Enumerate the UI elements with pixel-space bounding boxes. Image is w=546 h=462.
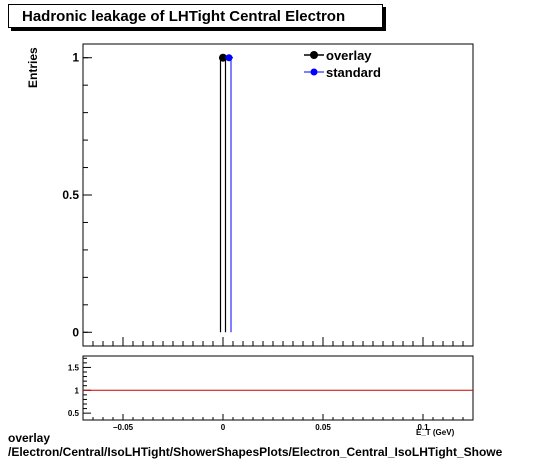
main-plot-marks: [219, 53, 233, 333]
footer-line-2: /Electron/Central/IsoLHTight/ShowerShape…: [8, 445, 503, 459]
ratio-x-axis: −0.05 0 0.05 0.1: [82, 414, 474, 432]
ratio-y-tick-label: 1.5: [68, 363, 80, 372]
main-y-tick-label: 0: [72, 325, 79, 339]
x-axis-label: E_T (GeV): [416, 428, 455, 437]
ratio-x-tick-label: 0: [221, 423, 226, 432]
ratio-y-axis: 0.5 1 1.5: [68, 357, 91, 418]
main-y-axis: 00.51: [62, 51, 92, 339]
main-y-tick-label: 0.5: [62, 188, 79, 202]
ratio-x-tick-label: −0.05: [113, 423, 134, 432]
chart-title: Hadronic leakage of LHTight Central Elec…: [8, 4, 383, 28]
main-x-axis-ticks: [82, 337, 474, 346]
legend-marker-standard: [310, 68, 318, 76]
ratio-y-tick-label: 1: [75, 386, 80, 395]
y-axis-label: Entries: [26, 47, 40, 88]
legend-label-standard: standard: [326, 65, 381, 80]
main-plot-frame: [82, 43, 474, 347]
ratio-y-tick-label: 0.5: [68, 409, 80, 418]
standard-data-point: [225, 54, 233, 62]
footer-text: overlay /Electron/Central/IsoLHTight/Sho…: [8, 431, 502, 459]
ratio-x-tick-label: 0.05: [315, 423, 331, 432]
ratio-x-tick-label: 0.1: [417, 423, 429, 432]
main-y-tick-label: 1: [72, 51, 79, 65]
footer-line-1: overlay: [8, 431, 51, 445]
legend: overlay standard: [304, 48, 381, 80]
ratio-plot-frame: [82, 355, 474, 421]
legend-marker-overlay: [310, 51, 318, 59]
legend-label-overlay: overlay: [326, 48, 372, 63]
overlay-data-point: [219, 53, 227, 62]
